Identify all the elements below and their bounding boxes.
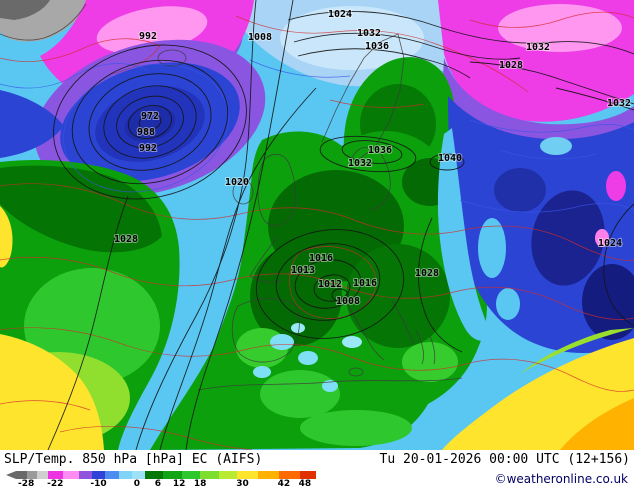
pressure-label: 972 — [141, 111, 159, 122]
colorbar-segment — [16, 471, 27, 479]
footer-title-row: SLP/Temp. 850 hPa [hPa] EC (AIFS) Tu 20-… — [4, 451, 630, 468]
colorbar-segment — [163, 471, 182, 479]
pressure-label: 1024 — [598, 238, 622, 249]
temperature-contours-red — [0, 11, 634, 450]
pressure-label: 1024 — [328, 9, 352, 20]
pressure-label: 1036 — [365, 41, 389, 52]
colorbar-segment — [300, 471, 316, 479]
colorbar-segment — [105, 471, 119, 479]
colorbar-segment — [181, 471, 201, 479]
pressure-label: 992 — [139, 31, 157, 42]
colorbar-segment — [118, 471, 132, 479]
map-area: 1024 1032 1036 1008 992 972 988 992 1020 1028 1036… — [0, 0, 634, 450]
colorbar-segment — [47, 471, 64, 479]
pressure-label: 1016 — [309, 253, 333, 264]
colorbar-segment — [79, 471, 93, 479]
colorbar-segment — [200, 471, 219, 479]
pressure-label: 1032 — [607, 98, 631, 109]
colorbar-segment — [92, 471, 106, 479]
pressure-label: 1032 — [526, 42, 550, 53]
colorbar-segment — [26, 471, 38, 479]
pressure-label: 1028 — [114, 234, 138, 245]
pressure-label: 1032 — [348, 158, 372, 169]
colorbar-segments — [16, 471, 316, 479]
colorbar-label: 42 — [277, 479, 291, 489]
colorbar-label: 30 — [236, 479, 249, 489]
colorbar-left-arrow-icon — [6, 471, 16, 479]
colorbar-segment — [279, 471, 301, 479]
pressure-label: 1008 — [336, 296, 360, 307]
colorbar-segment — [131, 471, 145, 479]
colorbar-label: 6 — [154, 479, 162, 489]
colorbar-segment — [144, 471, 164, 479]
pressure-labels-layer: 1024 1032 1036 1008 992 972 988 992 1020 1028 1036… — [113, 8, 632, 308]
isobar-contours — [47, 0, 634, 450]
pressure-label: 1040 — [438, 153, 462, 164]
pressure-label: 992 — [139, 143, 157, 154]
colorbar-segment — [236, 471, 258, 479]
colorbar-label: 48 — [298, 479, 312, 489]
colorbar-segment — [218, 471, 237, 479]
colorbar-label: 12 — [172, 479, 186, 489]
map-title: SLP/Temp. 850 hPa [hPa] EC (AIFS) — [4, 452, 263, 467]
colorbar-segment — [37, 471, 48, 479]
pressure-label: 1008 — [248, 32, 272, 43]
colorbar-segment — [63, 471, 80, 479]
footer-legend-row: -28 -22 -10 0 6 12 18 30 42 48 ©weatheronline.co.… — [4, 468, 630, 489]
pressure-label: 988 — [137, 127, 155, 138]
colorbar-labels: -28 -22 -10 0 6 12 18 30 42 48 — [16, 479, 316, 490]
pressure-label: 1012 — [318, 279, 342, 290]
pressure-label: 1020 — [225, 177, 249, 188]
copyright-text: ©weatheronline.co.uk — [494, 472, 628, 486]
pressure-label: 1036 — [368, 145, 392, 156]
temperature-fill-regions — [0, 0, 634, 450]
colorbar-label: -22 — [47, 479, 64, 489]
weather-map-svg: 1024 1032 1036 1008 992 972 988 992 1020 1028 1036… — [0, 0, 634, 450]
temperature-colorbar: -28 -22 -10 0 6 12 18 30 42 48 — [6, 470, 316, 489]
map-datetime: Tu 20-01-2026 00:00 UTC (12+156) — [379, 452, 630, 467]
pressure-label: 1028 — [499, 60, 523, 71]
pressure-label: 1013 — [291, 265, 315, 276]
colorbar-label: 0 — [133, 479, 141, 489]
footer-bar: SLP/Temp. 850 hPa [hPa] EC (AIFS) Tu 20-… — [0, 450, 634, 490]
pressure-label: 1028 — [415, 268, 439, 279]
colorbar-label: -28 — [18, 479, 35, 489]
colorbar-label: 18 — [193, 479, 207, 489]
colorbar-label: -10 — [90, 479, 107, 489]
pressure-label: 1016 — [353, 278, 377, 289]
colorbar-segment — [257, 471, 280, 479]
pressure-label: 1032 — [357, 28, 381, 39]
